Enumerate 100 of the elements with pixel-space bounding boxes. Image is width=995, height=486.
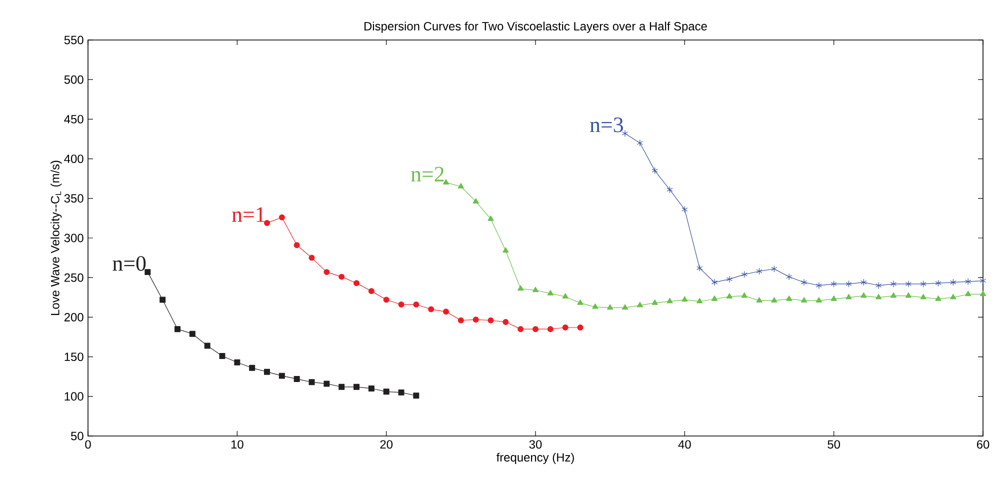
point (174, 326, 180, 332)
point (830, 295, 837, 301)
point (935, 295, 942, 301)
point (682, 206, 688, 213)
point (338, 384, 345, 390)
point (324, 269, 330, 276)
point (278, 214, 285, 220)
point (562, 324, 568, 330)
point (950, 294, 956, 300)
point (726, 293, 732, 298)
chart-title: Dispersion Curves for Two Viscoelastic Layers over a Half Space (364, 22, 707, 33)
point (980, 290, 986, 296)
y-tick-label: 50 (71, 432, 84, 440)
point (726, 276, 732, 283)
point (876, 294, 882, 300)
x-axis-title: frequency (Hz) (496, 452, 574, 464)
point (398, 302, 404, 308)
point (160, 296, 166, 303)
point (965, 290, 972, 296)
series-label: n=2 (411, 166, 444, 182)
point (711, 278, 718, 286)
point (577, 299, 584, 305)
point (950, 278, 956, 286)
point (920, 280, 926, 288)
point (786, 295, 792, 301)
point (428, 306, 434, 312)
point (294, 242, 300, 248)
y-tick-label: 400 (64, 154, 84, 164)
y-tick-label: 500 (64, 75, 84, 84)
y-tick-label: 300 (64, 234, 84, 242)
point (413, 392, 420, 399)
point (472, 316, 479, 323)
series-label: n=0 (112, 256, 146, 271)
y-tick-label: 550 (64, 36, 84, 44)
point (308, 379, 315, 386)
point (830, 280, 837, 288)
point (458, 317, 464, 324)
point (890, 280, 897, 288)
point (308, 254, 315, 261)
point (666, 298, 673, 304)
point (876, 282, 882, 290)
point (980, 277, 986, 284)
point (368, 288, 374, 294)
point (636, 139, 643, 146)
x-tick-label: 40 (678, 440, 691, 449)
point (756, 297, 762, 302)
point (696, 298, 703, 304)
point (442, 179, 450, 184)
point (607, 304, 614, 310)
point (502, 318, 509, 325)
point (189, 330, 196, 337)
point (383, 388, 390, 395)
point (800, 297, 808, 302)
point (592, 303, 598, 309)
point (741, 292, 748, 298)
point (354, 280, 360, 286)
point (965, 278, 972, 286)
point (547, 290, 554, 296)
point (413, 302, 420, 308)
point (816, 282, 822, 290)
point (741, 270, 748, 278)
point (547, 326, 554, 332)
y-tick-label: 450 (64, 114, 84, 124)
point (652, 167, 658, 174)
y-axis-title: Love Wave Velocity--C$_{L}$ (m/s) (50, 160, 62, 315)
point (264, 220, 270, 226)
point (532, 286, 539, 292)
point (860, 292, 867, 298)
point (771, 265, 778, 272)
point (383, 296, 390, 303)
x-tick-label: 10 (231, 440, 244, 449)
point (696, 264, 703, 272)
point (368, 385, 374, 392)
point (234, 359, 240, 366)
point (800, 278, 808, 286)
point (756, 268, 762, 275)
point (905, 292, 912, 298)
series-label: n=1 (232, 207, 264, 222)
point (622, 304, 628, 310)
point (488, 216, 494, 221)
x-tick-label: 60 (976, 440, 990, 449)
point (458, 183, 464, 188)
point (338, 274, 345, 280)
x-tick-label: 30 (529, 440, 542, 449)
point (786, 273, 792, 280)
point (771, 297, 778, 302)
point (278, 372, 285, 379)
point (488, 317, 494, 324)
point (905, 280, 912, 288)
point (249, 364, 256, 371)
point (204, 342, 210, 349)
point (354, 384, 360, 390)
point (144, 269, 151, 276)
point (622, 130, 628, 137)
point (219, 353, 226, 359)
y-tick-label: 350 (64, 194, 84, 203)
point (294, 376, 300, 382)
point (666, 186, 673, 194)
point (443, 308, 449, 315)
point (711, 295, 718, 301)
